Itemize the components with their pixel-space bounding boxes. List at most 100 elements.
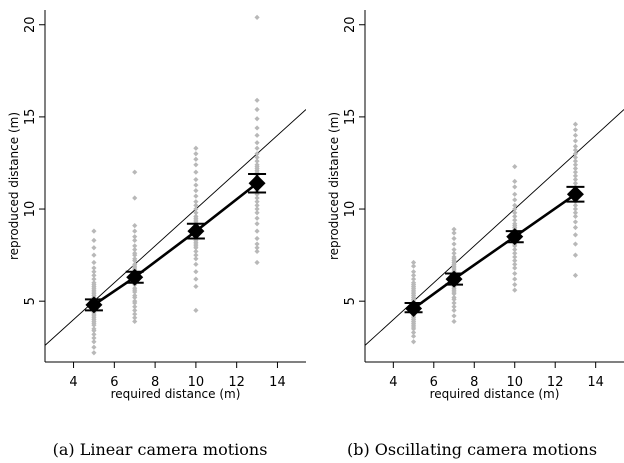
data-point <box>254 140 260 146</box>
data-point <box>91 276 97 282</box>
y-tick-label: 10 <box>343 201 358 218</box>
data-point <box>572 232 579 238</box>
mean-marker <box>445 270 463 288</box>
panel-caption: (a) Linear camera motions <box>53 440 268 459</box>
data-point <box>254 151 260 157</box>
data-point <box>132 304 138 310</box>
data-point <box>254 215 260 221</box>
data-point <box>410 276 417 282</box>
data-point <box>451 254 457 260</box>
panel-caption: (b) Oscillating camera motions <box>347 440 597 459</box>
data-point <box>193 169 199 175</box>
data-point <box>512 246 518 253</box>
data-point <box>572 132 579 138</box>
data-point <box>254 145 260 151</box>
data-point <box>193 210 199 216</box>
data-point <box>512 265 518 271</box>
data-point <box>193 307 199 313</box>
data-point <box>193 248 199 255</box>
mean-marker <box>506 228 524 246</box>
data-point <box>193 283 199 290</box>
x-tick-label: 6 <box>110 375 118 390</box>
data-point <box>254 235 260 242</box>
data-point <box>572 158 579 164</box>
x-tick-label: 14 <box>269 375 286 390</box>
data-point <box>572 180 579 186</box>
y-tick-label: 5 <box>343 297 358 305</box>
data-point <box>193 156 199 162</box>
data-point <box>572 176 579 183</box>
data-point <box>572 147 579 153</box>
data-point <box>512 191 518 197</box>
data-point <box>132 293 138 299</box>
x-tick-label: 6 <box>430 375 438 390</box>
data-point <box>572 127 579 133</box>
data-point <box>572 121 579 127</box>
x-tick-label: 10 <box>506 375 523 390</box>
data-point <box>512 202 518 208</box>
data-point <box>193 202 199 208</box>
data-point <box>254 125 260 131</box>
panel-a: 4 6 8 10 12 14 5 10 15 20 required distance (m) rep… <box>7 10 306 459</box>
data-point <box>254 210 260 216</box>
x-tick-label: 14 <box>587 375 604 390</box>
data-point <box>193 193 199 199</box>
data-point <box>512 276 518 282</box>
data-point <box>572 165 579 172</box>
data-point <box>91 265 97 271</box>
data-point <box>132 298 138 304</box>
data-point <box>512 250 518 256</box>
y-tick-label: 5 <box>23 297 38 305</box>
data-point <box>512 184 518 190</box>
data-point <box>132 307 138 313</box>
data-point <box>572 138 579 144</box>
data-point <box>132 315 138 321</box>
data-point <box>254 199 260 205</box>
reference-line <box>45 109 306 346</box>
y-tick-label: 15 <box>23 109 38 126</box>
data-point <box>451 230 457 236</box>
data-point <box>193 206 199 212</box>
y-tick-label: 20 <box>343 16 358 33</box>
data-point <box>410 280 417 286</box>
data-point <box>193 199 199 205</box>
y-tick-label: 15 <box>343 109 358 126</box>
data-point <box>512 254 518 260</box>
data-point <box>254 14 260 20</box>
data-point <box>254 132 260 138</box>
data-point <box>132 223 138 229</box>
data-point <box>572 173 579 179</box>
data-point <box>254 106 260 113</box>
data-point <box>254 202 260 208</box>
mean-marker <box>405 300 423 318</box>
data-point <box>572 219 579 225</box>
data-point <box>91 350 97 356</box>
data-point <box>193 176 199 183</box>
data-point <box>512 261 518 267</box>
data-point <box>451 313 457 319</box>
data-point <box>91 237 97 243</box>
data-point <box>132 285 138 291</box>
data-point <box>512 164 518 170</box>
data-point <box>132 243 138 249</box>
mean-line <box>412 193 577 310</box>
data-point <box>410 269 417 275</box>
data-point <box>512 197 518 203</box>
data-point <box>512 213 518 220</box>
data-point <box>254 248 260 255</box>
data-point <box>451 226 457 232</box>
data-point <box>254 241 260 247</box>
panel-b: 4 6 8 10 12 14 5 10 15 20 required distance (m) rep… <box>327 10 624 459</box>
data-point <box>91 269 97 275</box>
data-point <box>91 228 97 234</box>
y-axis-title: reproduced distance (m) <box>327 112 341 260</box>
data-point <box>91 326 97 332</box>
x-tick-label: 8 <box>151 375 159 390</box>
data-point <box>572 154 579 161</box>
data-point <box>91 344 97 350</box>
data-point <box>132 250 138 256</box>
data-point <box>410 329 417 336</box>
data-point <box>132 261 138 267</box>
data-point <box>132 169 138 175</box>
y-tick-label: 20 <box>23 16 38 33</box>
